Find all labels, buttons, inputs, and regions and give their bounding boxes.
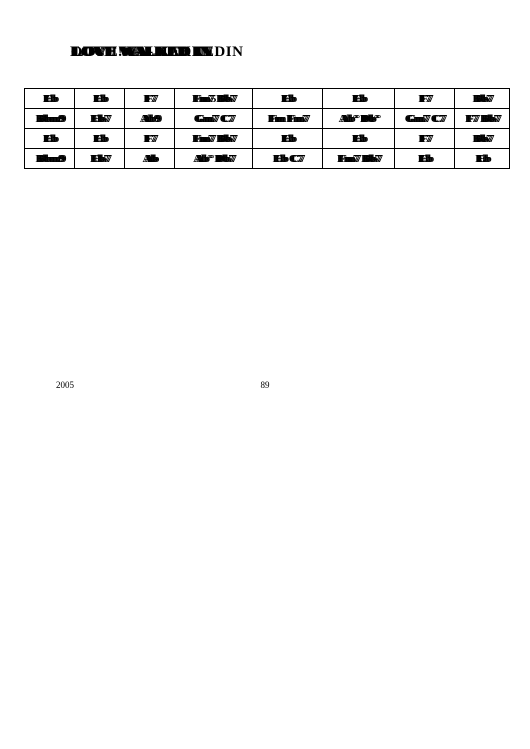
chord-layer: Bb7 (476, 133, 495, 145)
chord-layer: Eb (421, 153, 434, 165)
chord-cell: Gm7 C7Gm7 C7Gm7 C7 (175, 109, 253, 129)
table-row: EbEbEbEbEbEbF7F7F7Fm7 Bb7Fm7 Bb7Fm5 Bb7E… (25, 89, 510, 109)
chord-layer: Eb C7 (276, 153, 306, 165)
chord-layer: Eb (46, 133, 59, 145)
footer-year: 2005 (56, 380, 74, 390)
chord-layer: Gm7 C7 (197, 113, 236, 125)
chord-cell: EbEbEb (75, 129, 125, 149)
chord-cell: F7F7F7 (125, 89, 175, 109)
chord-layer: Fm7 Bb7 (195, 133, 238, 145)
chord-layer: Bb7 (476, 93, 495, 105)
chord-layer: Eb (284, 133, 297, 145)
table-row: Bbm9Bbm9Bbm9Eb7Eb7Eb7Ab9Ab9Ab9Gm7 C7Gm7 … (25, 109, 510, 129)
chord-layer: Fm5 Bb7 (195, 93, 238, 105)
chord-table: EbEbEbEbEbEbF7F7F7Fm7 Bb7Fm7 Bb7Fm5 Bb7E… (24, 88, 510, 169)
chord-cell: EbEbEb (455, 149, 510, 169)
chord-cell: AbAbAb (125, 149, 175, 169)
chord-cell: Gm7 C7Gm7 C7Gm7 C7 (395, 109, 455, 129)
chord-cell: EbEbEb (323, 129, 395, 149)
chord-layer: Ab° Db° (342, 113, 382, 125)
chord-cell: Eb7Eb7Eb7 (75, 109, 125, 129)
footer-page-number: 89 (261, 380, 270, 390)
chord-layer: Fm Fm7 (270, 113, 310, 125)
chord-cell: Bbm9Bbm9Bbm9 (25, 149, 75, 169)
chord-layer: F7 Bb7 (468, 113, 502, 125)
chord-cell: Ab9Ab9Ab9 (125, 109, 175, 129)
chord-cell: EbEbEb (253, 89, 323, 109)
chord-cell: Eb C7Eb C7Eb C7 (253, 149, 323, 169)
chord-layer: Bbm9 (38, 113, 66, 125)
chord-cell: Ab° Db°Ab° Db°Ab° Db° (323, 109, 395, 129)
chord-cell: EbEbEb (323, 89, 395, 109)
chord-cell: Fm7 Bb7Fm7 Bb7Fm7 Bb7 (323, 149, 395, 169)
chord-cell: EbEbEb (395, 149, 455, 169)
chord-cell: EbEbEb (25, 129, 75, 149)
chord-layer: Eb (46, 93, 59, 105)
chord-cell: Fm7 Bb7Fm7 Bb7Fm7 Bb7 (175, 129, 253, 149)
chord-cell: F7 Bb7F7 Bb7F7 Bb7 (455, 109, 510, 129)
chord-layer: Ab (145, 153, 159, 165)
chord-layer: Ab9 (143, 113, 163, 125)
chord-cell: F7F7F7 (395, 89, 455, 109)
title-layer: OUCH! YA-MAKKEDIN (71, 44, 244, 61)
chord-cell: F7F7F7 (125, 129, 175, 149)
chord-layer: F7 (421, 93, 433, 105)
chord-layer: Eb (355, 93, 368, 105)
chord-layer: Eb7 (93, 153, 112, 165)
chord-cell: Bbm9Bbm9Bbm9 (25, 109, 75, 129)
chord-layer: Gm7 C7 (408, 113, 447, 125)
chord-layer: F7 (146, 133, 158, 145)
chord-layer: Eb (96, 133, 109, 145)
chord-layer: Eb7 (93, 113, 112, 125)
chord-cell: EbEbEb (25, 89, 75, 109)
chord-layer: Eb (96, 93, 109, 105)
chord-layer: Eb (355, 133, 368, 145)
chord-layer: Ab° Db7 (196, 153, 237, 165)
page: LOVE WALKED INLOVE WALKED INLOVE WALKED … (0, 0, 530, 749)
chord-cell: Fm Fm7Fm Fm7Fm Fm7 (253, 109, 323, 129)
chord-cell: Bb7Bb7Bb7 (455, 89, 510, 109)
chord-cell: F7F7F7 (395, 129, 455, 149)
chord-layer: Fm7 Bb7 (340, 153, 383, 165)
chord-layer: F7 (146, 93, 158, 105)
chord-layer: Eb (478, 153, 491, 165)
chord-cell: EbEbEb (75, 89, 125, 109)
chord-cell: Fm7 Bb7Fm7 Bb7Fm5 Bb7 (175, 89, 253, 109)
chord-cell: Bb7Bb7Bb7 (455, 129, 510, 149)
chord-layer: Bbm9 (38, 153, 66, 165)
chord-cell: EbEbEb (253, 129, 323, 149)
table-row: Bbm9Bbm9Bbm9Eb7Eb7Eb7AbAbAbAb° Db7Ab° Db… (25, 149, 510, 169)
chord-cell: Ab° Db7Ab° Db7Ab° Db7 (175, 149, 253, 169)
chord-layer: Eb (284, 93, 297, 105)
chord-cell: Eb7Eb7Eb7 (75, 149, 125, 169)
chord-layer: F7 (421, 133, 433, 145)
table-row: EbEbEbEbEbEbF7F7F7Fm7 Bb7Fm7 Bb7Fm7 Bb7E… (25, 129, 510, 149)
